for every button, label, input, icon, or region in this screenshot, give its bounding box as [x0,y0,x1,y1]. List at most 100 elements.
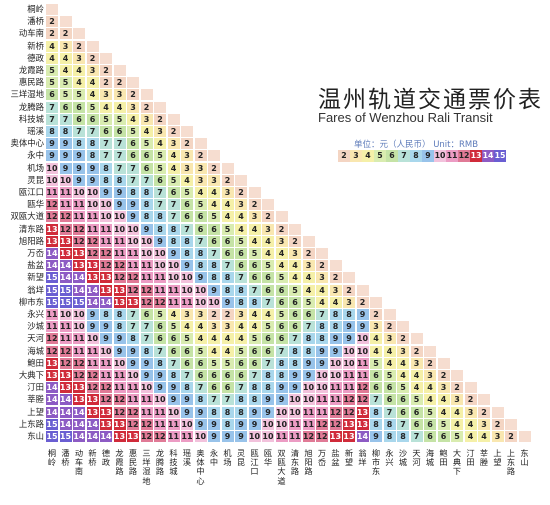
fare-cell: 4 [262,235,274,247]
fare-cell: 3 [194,162,207,174]
diagonal-cell [86,40,99,52]
fare-cell: 14 [46,394,58,406]
fare-cell: 12 [343,394,355,406]
row-station-label: 机场 [27,162,44,173]
fare-cell: 6 [100,126,112,137]
diagonal-cell [491,406,504,418]
fare-cell: 12 [100,382,112,394]
fare-cell: 15 [59,431,72,442]
fare-cell: 12 [302,431,315,442]
fare-cell: 11 [113,235,126,247]
fare-cell: 6 [221,235,234,247]
fare-cell: 11 [73,211,85,223]
fare-cell: 10 [86,187,99,198]
fare-cell: 5 [208,211,220,223]
fare-cell: 12 [100,394,112,406]
row-station-label: 沙城 [27,321,44,332]
fare-cell: 9 [302,357,315,369]
fare-cell: 7 [208,394,220,406]
row-station-label: 惠民路 [18,77,44,88]
fare-cell: 10 [316,370,328,381]
fare-cell: 10 [316,382,328,394]
fare-cell: 13 [113,431,126,442]
fare-cell: 7 [316,309,328,320]
row-station-label: 新桥 [27,40,44,51]
fare-cell: 6 [397,406,409,418]
column-station-label: 惠民路 [128,448,138,477]
column-station-label: 莘塍 [479,448,489,468]
fare-cell: 2 [491,418,504,430]
fare-cell: 14 [100,431,112,442]
fare-cell: 6 [289,309,301,320]
fare-cell: 13 [86,394,99,406]
fare-cell: 14 [73,431,85,442]
fare-cell: 5 [289,284,301,296]
fare-cell: 2 [194,150,207,162]
fare-cell: 12 [73,370,85,381]
fare-cell: 12 [140,431,153,442]
fare-cell: 9 [235,418,247,430]
fare-cell: 8 [208,260,220,272]
fare-cell: 5 [370,357,382,369]
fare-cell: 7 [383,406,396,418]
fare-cell: 8 [167,370,180,381]
fare-cell: 12 [59,345,72,357]
fare-cell: 8 [316,321,328,333]
fare-cell: 11 [154,272,166,284]
fare-cell: 3 [221,187,234,198]
fare-cell: 11 [356,370,369,381]
fare-cell: 9 [154,370,166,381]
fare-cell: 12 [46,211,58,223]
column-station-label: 万岙 [317,448,327,468]
fare-cell: 6 [275,321,288,333]
fare-cell: 2 [316,260,328,272]
fare-cell: 4 [424,394,436,406]
fare-cell: 7 [140,174,153,186]
fare-cell: 5 [154,162,166,174]
fare-cell: 9 [343,333,355,345]
fare-cell: 11 [316,406,328,418]
fare-cell: 11 [302,418,315,430]
fare-cell: 2 [73,40,85,52]
fare-cell: 12 [356,394,369,406]
row-station-label: 瑶溪 [27,126,44,136]
fare-cell: 12 [100,260,112,272]
fare-cell: 9 [329,333,342,345]
fare-cell: 5 [302,296,315,308]
fare-cell: 12 [46,199,58,211]
row-station-label: 东山 [27,431,44,441]
fare-cell: 11 [167,418,180,430]
fare-cell: 4 [262,248,274,259]
fare-cell: 7 [140,321,153,333]
fare-cell: 12 [329,418,342,430]
fare-cell: 7 [73,126,85,137]
fare-cell: 2 [208,162,220,174]
fare-cell: 2 [424,357,436,369]
fare-cell: 5 [275,272,288,284]
fare-cell: 6 [424,418,436,430]
row-station-label: 盐盆 [27,260,44,271]
fare-cell: 9 [86,174,99,186]
fare-cell: 4 [248,321,261,333]
fare-cell: 2 [59,28,72,40]
fare-cell: 6 [235,357,247,369]
column-station-label: 动车南 [74,448,84,477]
fare-cell: 5 [140,138,153,150]
fare-cell: 10 [356,345,369,357]
fare-cell: 4 [397,357,409,369]
fare-cell: 2 [46,16,58,28]
fare-cell: 6 [181,211,193,223]
fare-cell: 6 [221,248,234,259]
row-station-label: 清东路 [18,223,44,234]
fare-cell: 2 [221,309,234,320]
fare-cell: 13 [343,431,355,442]
fare-cell: 12 [356,382,369,394]
fare-cell: 10 [167,406,180,418]
fare-cell: 4 [100,101,112,113]
fare-cell: 15 [46,418,58,430]
fare-cell: 2 [343,284,355,296]
fare-cell: 8 [329,321,342,333]
fare-cell: 2 [221,174,234,186]
fare-cell: 3 [424,370,436,381]
diagonal-cell [181,126,193,137]
